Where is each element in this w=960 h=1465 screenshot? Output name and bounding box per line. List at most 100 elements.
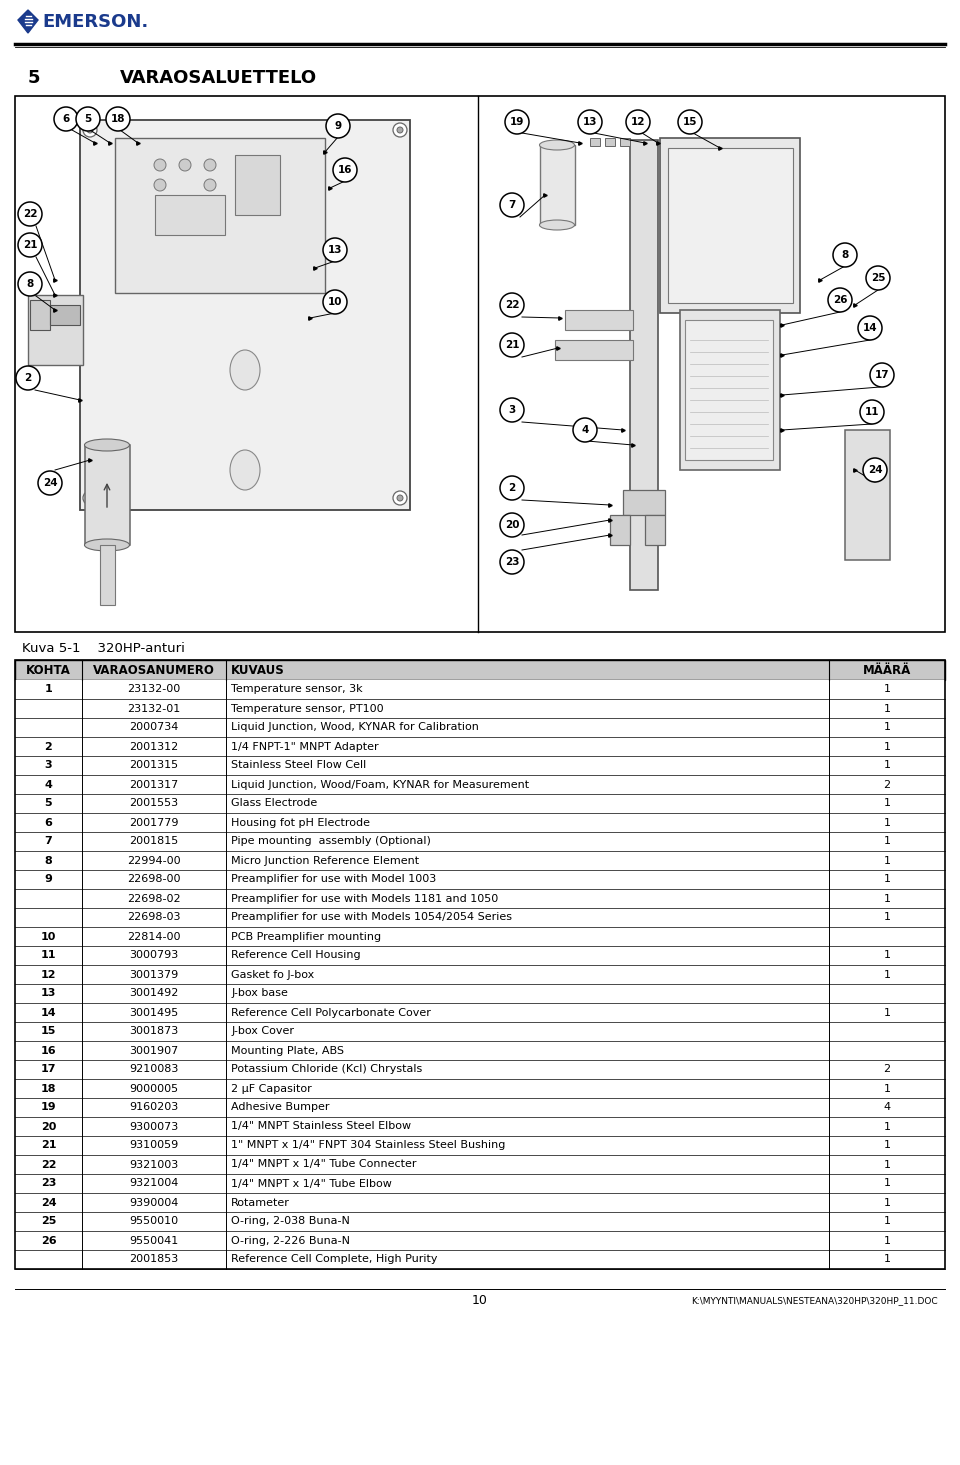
Text: KOHTA: KOHTA bbox=[26, 664, 71, 677]
Text: 2: 2 bbox=[883, 779, 891, 790]
Bar bbox=[80, 120, 410, 510]
Circle shape bbox=[204, 179, 216, 190]
Text: 14: 14 bbox=[863, 322, 877, 333]
Text: 1: 1 bbox=[883, 1008, 890, 1018]
Text: EMERSON.: EMERSON. bbox=[42, 13, 148, 31]
Circle shape bbox=[326, 114, 350, 138]
Bar bbox=[590, 138, 600, 147]
Bar bbox=[623, 489, 665, 516]
Text: 6: 6 bbox=[62, 114, 70, 125]
Text: 23: 23 bbox=[40, 1178, 57, 1188]
Text: 3001873: 3001873 bbox=[130, 1027, 179, 1037]
Circle shape bbox=[866, 267, 890, 290]
Text: 1: 1 bbox=[883, 894, 890, 904]
Text: Temperature sensor, PT100: Temperature sensor, PT100 bbox=[231, 703, 384, 713]
Circle shape bbox=[863, 459, 887, 482]
Polygon shape bbox=[18, 10, 38, 34]
Ellipse shape bbox=[540, 220, 574, 230]
Text: J-box Cover: J-box Cover bbox=[231, 1027, 294, 1037]
Text: 18: 18 bbox=[110, 114, 125, 125]
Text: 3: 3 bbox=[509, 404, 516, 415]
Text: 9310059: 9310059 bbox=[130, 1140, 179, 1150]
Bar bbox=[15, 1231, 945, 1250]
Text: O-ring, 2-038 Buna-N: O-ring, 2-038 Buna-N bbox=[231, 1216, 350, 1226]
Text: Reference Cell Housing: Reference Cell Housing bbox=[231, 951, 361, 961]
Text: Reference Cell Polycarbonate Cover: Reference Cell Polycarbonate Cover bbox=[231, 1008, 431, 1018]
Circle shape bbox=[83, 123, 97, 138]
Text: 1/4" MNPT Stainless Steel Elbow: 1/4" MNPT Stainless Steel Elbow bbox=[231, 1122, 411, 1131]
Circle shape bbox=[18, 202, 42, 226]
Circle shape bbox=[323, 237, 347, 262]
Bar bbox=[540, 145, 575, 226]
Text: 24: 24 bbox=[40, 1197, 57, 1207]
Text: 2001317: 2001317 bbox=[130, 779, 179, 790]
Circle shape bbox=[870, 363, 894, 387]
Text: 1: 1 bbox=[883, 875, 890, 885]
Bar bbox=[15, 908, 945, 927]
Text: 1: 1 bbox=[883, 684, 890, 694]
Text: 2000734: 2000734 bbox=[130, 722, 179, 732]
Bar bbox=[15, 737, 945, 756]
Text: 1: 1 bbox=[883, 703, 890, 713]
Text: 2: 2 bbox=[883, 1065, 891, 1074]
Bar bbox=[15, 1154, 945, 1173]
Circle shape bbox=[500, 193, 524, 217]
Text: 7: 7 bbox=[44, 837, 53, 847]
Text: 1: 1 bbox=[883, 741, 890, 752]
Circle shape bbox=[333, 158, 357, 182]
Bar bbox=[15, 680, 945, 699]
Bar bbox=[15, 1004, 945, 1023]
Text: 9: 9 bbox=[44, 875, 53, 885]
Text: 9160203: 9160203 bbox=[130, 1103, 179, 1112]
Bar bbox=[15, 756, 945, 775]
Text: Potassium Chloride (Kcl) Chrystals: Potassium Chloride (Kcl) Chrystals bbox=[231, 1065, 422, 1074]
Text: 22698-02: 22698-02 bbox=[128, 894, 180, 904]
Text: 1/4" MNPT x 1/4" Tube Connecter: 1/4" MNPT x 1/4" Tube Connecter bbox=[231, 1159, 417, 1169]
Text: 1: 1 bbox=[883, 1216, 890, 1226]
Text: 3001495: 3001495 bbox=[130, 1008, 179, 1018]
Bar bbox=[630, 141, 658, 590]
Text: 5: 5 bbox=[84, 114, 91, 125]
Circle shape bbox=[500, 398, 524, 422]
Text: Rotameter: Rotameter bbox=[231, 1197, 290, 1207]
Circle shape bbox=[179, 160, 191, 171]
Text: 13: 13 bbox=[583, 117, 597, 127]
Bar bbox=[15, 661, 945, 680]
Bar bbox=[30, 300, 50, 330]
Circle shape bbox=[154, 179, 166, 190]
Bar bbox=[15, 851, 945, 870]
Text: 1/4 FNPT-1" MNPT Adapter: 1/4 FNPT-1" MNPT Adapter bbox=[231, 741, 379, 752]
Text: 1: 1 bbox=[883, 817, 890, 828]
Text: 8: 8 bbox=[44, 856, 53, 866]
Text: 1" MNPT x 1/4" FNPT 304 Stainless Steel Bushing: 1" MNPT x 1/4" FNPT 304 Stainless Steel … bbox=[231, 1140, 506, 1150]
Text: 21: 21 bbox=[40, 1140, 57, 1150]
Text: Temperature sensor, 3k: Temperature sensor, 3k bbox=[231, 684, 363, 694]
Text: 22698-00: 22698-00 bbox=[128, 875, 180, 885]
Text: 1/4" MNPT x 1/4" Tube Elbow: 1/4" MNPT x 1/4" Tube Elbow bbox=[231, 1178, 392, 1188]
Text: 21: 21 bbox=[23, 240, 37, 251]
Circle shape bbox=[106, 107, 130, 130]
Circle shape bbox=[505, 110, 529, 133]
Text: Micro Junction Reference Element: Micro Junction Reference Element bbox=[231, 856, 420, 866]
Circle shape bbox=[38, 472, 62, 495]
Text: 1: 1 bbox=[883, 1122, 890, 1131]
Text: 21: 21 bbox=[505, 340, 519, 350]
Text: 8: 8 bbox=[841, 251, 849, 259]
Text: 22: 22 bbox=[40, 1159, 57, 1169]
Text: 13: 13 bbox=[40, 989, 57, 999]
Text: 9550010: 9550010 bbox=[130, 1216, 179, 1226]
Bar bbox=[15, 1023, 945, 1042]
Bar bbox=[15, 1193, 945, 1212]
Text: 1: 1 bbox=[883, 951, 890, 961]
Text: 9390004: 9390004 bbox=[130, 1197, 179, 1207]
Bar bbox=[100, 545, 115, 605]
Circle shape bbox=[500, 513, 524, 538]
Bar bbox=[15, 889, 945, 908]
Bar bbox=[15, 718, 945, 737]
Text: 25: 25 bbox=[871, 272, 885, 283]
Circle shape bbox=[204, 160, 216, 171]
Bar bbox=[15, 794, 945, 813]
Ellipse shape bbox=[540, 141, 574, 149]
Text: 4: 4 bbox=[883, 1103, 891, 1112]
Text: 1: 1 bbox=[883, 1159, 890, 1169]
